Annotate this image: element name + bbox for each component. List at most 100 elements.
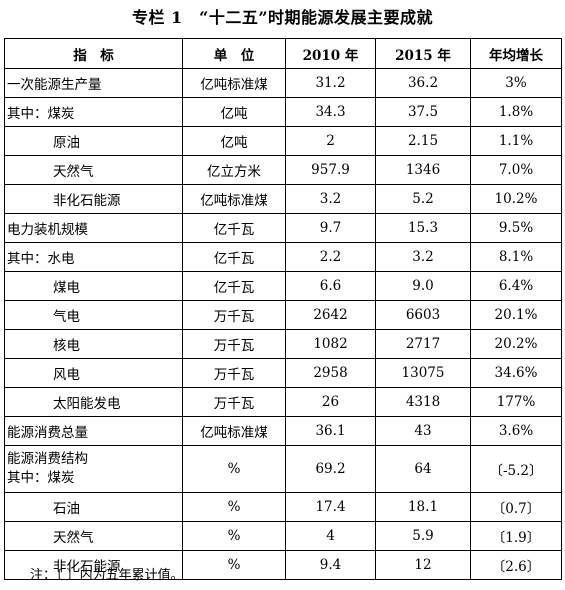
row-2010-value: 4 bbox=[285, 521, 376, 551]
row-2015-value: 2.15 bbox=[375, 126, 471, 156]
row-label: 太阳能发电 bbox=[4, 387, 183, 417]
row-growth-value: 10.2% bbox=[470, 184, 562, 214]
row-label: 非化石能源 bbox=[4, 550, 183, 580]
table-row: 其中：水电 亿千瓦 2.2 3.2 8.1% bbox=[4, 242, 562, 272]
row-2010-value: 6.6 bbox=[285, 271, 376, 301]
table-row: 气电 万千瓦 2642 6603 20.1% bbox=[4, 300, 562, 330]
row-growth-value: 34.6% bbox=[470, 358, 562, 388]
row-2010-value: 957.9 bbox=[285, 155, 376, 185]
header-unit: 单 位 bbox=[182, 38, 286, 69]
row-label: 非化石能源 bbox=[4, 184, 183, 214]
row-label: 其中：煤炭 bbox=[4, 97, 183, 127]
row-unit: % bbox=[182, 521, 286, 551]
header-row: 指 标 单 位 2010 年 2015 年 年均增长 bbox=[4, 38, 562, 69]
row-2015-value: 5.2 bbox=[375, 184, 471, 214]
row-growth-value: 8.1% bbox=[470, 242, 562, 272]
table-row: 其中：煤炭 亿吨 34.3 37.5 1.8% bbox=[4, 97, 562, 127]
header-2015: 2015 年 bbox=[375, 38, 471, 69]
row-2015-value: 9.0 bbox=[375, 271, 471, 301]
row-label: 核电 bbox=[4, 329, 183, 359]
table-row: 风电 万千瓦 2958 13075 34.6% bbox=[4, 358, 562, 388]
row-2010-value: 69.2 bbox=[285, 445, 376, 493]
row-growth-value: 20.2% bbox=[470, 329, 562, 359]
row-2010-value: 2.2 bbox=[285, 242, 376, 272]
row-growth-value: 〔-5.2〕 bbox=[470, 445, 562, 493]
row-2015-value: 43 bbox=[375, 416, 471, 446]
table-row: 太阳能发电 万千瓦 26 4318 177% bbox=[4, 387, 562, 417]
row-growth-value: 9.5% bbox=[470, 213, 562, 243]
row-2010-value: 36.1 bbox=[285, 416, 376, 446]
row-2010-value: 2 bbox=[285, 126, 376, 156]
row-growth-value: 〔1.9〕 bbox=[470, 521, 562, 551]
row-2010-value: 34.3 bbox=[285, 97, 376, 127]
row-growth-value: 〔0.7〕 bbox=[470, 492, 562, 522]
row-unit: 万千瓦 bbox=[182, 300, 286, 330]
table-row: 一次能源生产量 亿吨标准煤 31.2 36.2 3% bbox=[4, 68, 562, 98]
row-label: 煤电 bbox=[4, 271, 183, 301]
row-label: 其中：水电 bbox=[4, 242, 183, 272]
row-2015-value: 13075 bbox=[375, 358, 471, 388]
row-2015-value: 4318 bbox=[375, 387, 471, 417]
table-row: 非化石能源 亿吨标准煤 3.2 5.2 10.2% bbox=[4, 184, 562, 214]
row-unit: 亿吨 bbox=[182, 97, 286, 127]
table-row: 能源消费结构 其中：煤炭 % 69.2 64 〔-5.2〕 bbox=[4, 445, 562, 493]
row-label: 天然气 bbox=[4, 521, 183, 551]
table-title: 专栏 1 “十二五”时期能源发展主要成就 bbox=[131, 8, 434, 27]
row-label: 能源消费总量 bbox=[4, 416, 183, 446]
table-row: 核电 万千瓦 1082 2717 20.2% bbox=[4, 329, 562, 359]
row-growth-value: 1.1% bbox=[470, 126, 562, 156]
energy-achievements-table: 指 标 单 位 2010 年 2015 年 年均增长 一次能源生产量 亿吨标准煤… bbox=[4, 38, 562, 580]
table-row: 石油 % 17.4 18.1 〔0.7〕 bbox=[4, 492, 562, 522]
row-2010-value: 17.4 bbox=[285, 492, 376, 522]
row-2015-value: 5.9 bbox=[375, 521, 471, 551]
table-row: 原油 亿吨 2 2.15 1.1% bbox=[4, 126, 562, 156]
row-2015-value: 18.1 bbox=[375, 492, 471, 522]
row-unit: 亿吨标准煤 bbox=[182, 184, 286, 214]
row-label: 能源消费结构 其中：煤炭 bbox=[4, 445, 183, 493]
row-unit: 亿吨标准煤 bbox=[182, 68, 286, 98]
row-growth-value: 3% bbox=[470, 68, 562, 98]
row-growth-value: 7.0% bbox=[470, 155, 562, 185]
row-unit: 亿千瓦 bbox=[182, 271, 286, 301]
row-unit: 亿立方米 bbox=[182, 155, 286, 185]
row-2010-value: 9.4 bbox=[285, 550, 376, 580]
row-2010-value: 9.7 bbox=[285, 213, 376, 243]
row-unit: % bbox=[182, 550, 286, 580]
row-2010-value: 3.2 bbox=[285, 184, 376, 214]
row-unit: 亿吨 bbox=[182, 126, 286, 156]
row-growth-value: 1.8% bbox=[470, 97, 562, 127]
row-growth-value: 3.6% bbox=[470, 416, 562, 446]
row-label: 天然气 bbox=[4, 155, 183, 185]
header-growth: 年均增长 bbox=[470, 38, 562, 69]
row-2015-value: 12 bbox=[375, 550, 471, 580]
row-label: 一次能源生产量 bbox=[4, 68, 183, 98]
row-label: 原油 bbox=[4, 126, 183, 156]
row-label: 石油 bbox=[4, 492, 183, 522]
table-row: 能源消费总量 亿吨标准煤 36.1 43 3.6% bbox=[4, 416, 562, 446]
row-label-line1: 能源消费结构 bbox=[7, 451, 88, 467]
row-label: 电力装机规模 bbox=[4, 213, 183, 243]
row-2010-value: 26 bbox=[285, 387, 376, 417]
row-growth-value: 20.1% bbox=[470, 300, 562, 330]
table-row: 天然气 亿立方米 957.9 1346 7.0% bbox=[4, 155, 562, 185]
header-2010: 2010 年 bbox=[285, 38, 376, 69]
row-2015-value: 36.2 bbox=[375, 68, 471, 98]
table-row: 煤电 亿千瓦 6.6 9.0 6.4% bbox=[4, 271, 562, 301]
row-2010-value: 31.2 bbox=[285, 68, 376, 98]
row-2015-value: 1346 bbox=[375, 155, 471, 185]
row-2015-value: 37.5 bbox=[375, 97, 471, 127]
row-2015-value: 2717 bbox=[375, 329, 471, 359]
row-unit: 万千瓦 bbox=[182, 387, 286, 417]
row-2010-value: 1082 bbox=[285, 329, 376, 359]
row-label: 风电 bbox=[4, 358, 183, 388]
row-2010-value: 2642 bbox=[285, 300, 376, 330]
row-growth-value: 〔2.6〕 bbox=[470, 550, 562, 580]
row-growth-value: 6.4% bbox=[470, 271, 562, 301]
row-unit: 亿千瓦 bbox=[182, 213, 286, 243]
table-row: 电力装机规模 亿千瓦 9.7 15.3 9.5% bbox=[4, 213, 562, 243]
row-2015-value: 64 bbox=[375, 445, 471, 493]
row-unit: % bbox=[182, 492, 286, 522]
row-growth-value: 177% bbox=[470, 387, 562, 417]
row-2010-value: 2958 bbox=[285, 358, 376, 388]
header-indicator: 指 标 bbox=[4, 38, 183, 69]
